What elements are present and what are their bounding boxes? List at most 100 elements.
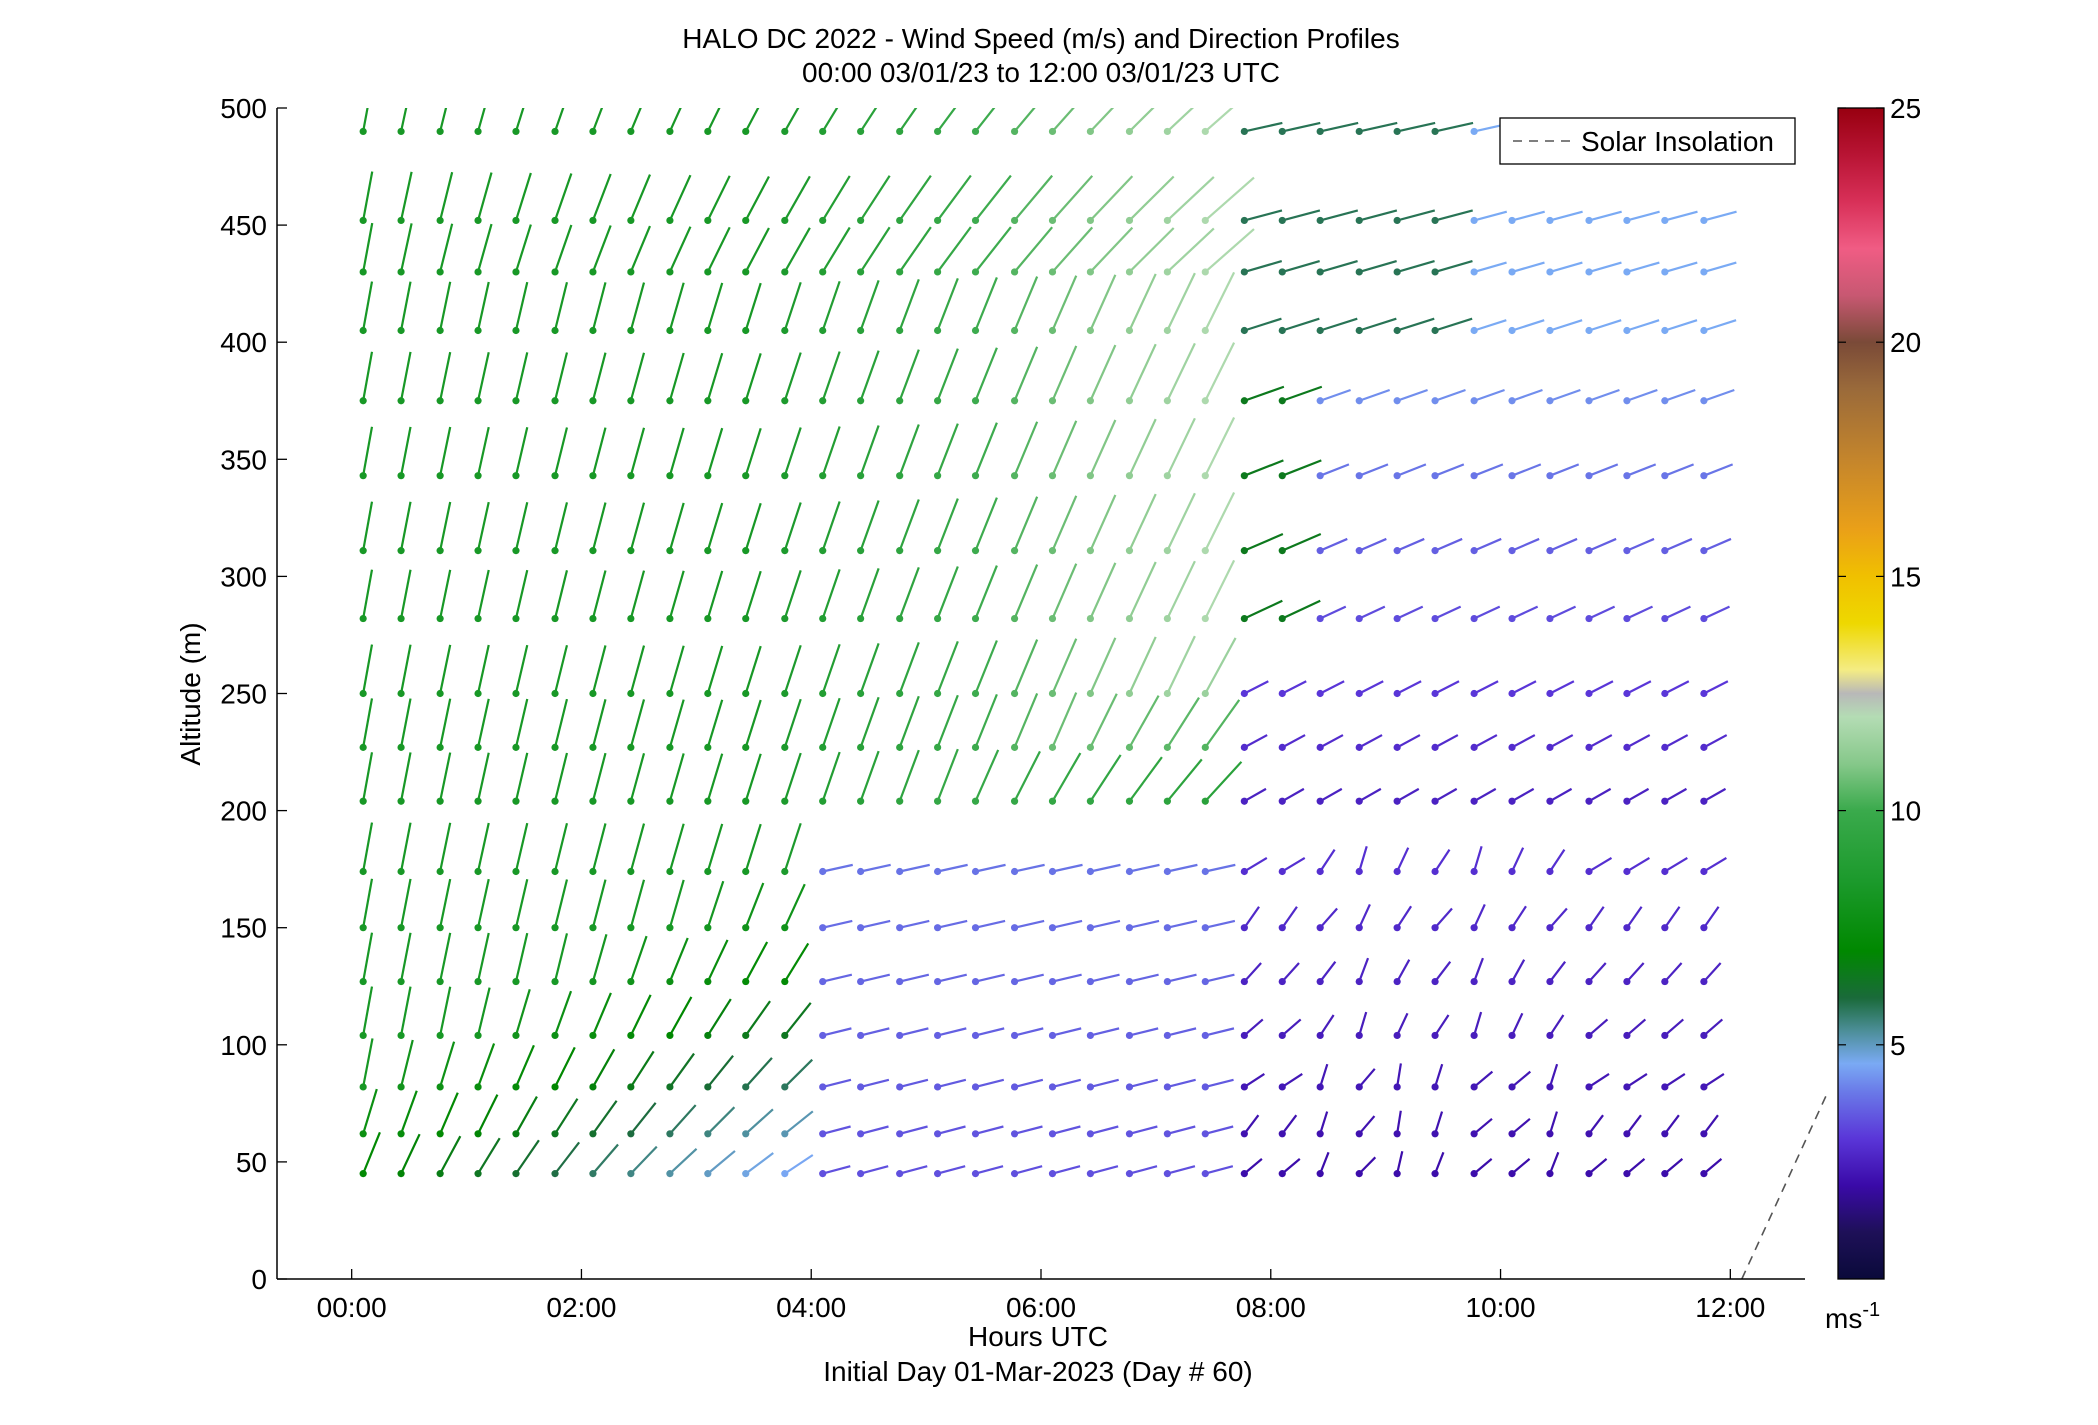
wind-vector-origin-640	[1431, 127, 1439, 136]
wind-vector-132	[1281, 1018, 1302, 1037]
wind-vector-348	[1281, 680, 1307, 695]
wind-vector-origin-119	[781, 1031, 789, 1040]
wind-vector-origin-495	[1393, 397, 1401, 405]
wind-vector-149	[553, 933, 569, 982]
wind-vector-469	[399, 351, 412, 401]
wind-vector-origin-440	[666, 472, 674, 480]
wind-vector-origin-284	[1585, 797, 1593, 805]
wind-vector-200	[1129, 919, 1160, 929]
wind-vector-454	[1204, 417, 1236, 477]
wind-vector-334	[744, 645, 762, 694]
wind-vector-280	[1434, 787, 1458, 803]
wind-vector-156	[822, 973, 853, 983]
wind-vector-origin-482	[896, 397, 904, 405]
wind-vector-origin-307	[1086, 743, 1095, 751]
wind-vector-404	[668, 502, 685, 551]
wind-vector-origin-542	[436, 268, 444, 276]
wind-vector-623	[783, 108, 800, 132]
wind-vector-origin-122	[896, 1031, 904, 1040]
wind-vector-51	[937, 1125, 966, 1135]
wind-vector-origin-518	[896, 326, 904, 335]
wind-vector-origin-585	[704, 216, 712, 225]
wind-vector-244	[1434, 848, 1451, 873]
wind-vector-origin-418	[1201, 547, 1209, 555]
wind-vector-333	[706, 645, 724, 694]
wind-vector-origin-292	[512, 743, 520, 751]
wind-vector-origin-225	[704, 867, 712, 876]
wind-vector-origin-228	[819, 867, 827, 876]
wind-vector-279	[1396, 787, 1420, 803]
wind-vector-519	[936, 277, 959, 331]
wind-vector-origin-416	[1125, 547, 1134, 555]
wind-vector-389	[1473, 605, 1501, 620]
wind-vector-origin-407	[781, 547, 789, 555]
legend-label-solar-insolation: Solar Insolation	[1581, 126, 1774, 157]
wind-vector-546	[591, 225, 612, 273]
wind-vector-271	[1089, 754, 1122, 802]
wind-vector-origin-210	[1508, 924, 1516, 932]
wind-vector-origin-510	[589, 326, 597, 335]
wind-vector-origin-545	[551, 268, 559, 276]
wind-vector-16	[975, 1165, 1004, 1175]
wind-vector-origin-446	[896, 472, 904, 480]
wind-vector-178	[1664, 962, 1683, 983]
wind-vector-origin-65	[1470, 1130, 1478, 1138]
wind-vector-origin-277	[1316, 797, 1324, 805]
wind-vector-origin-457	[1316, 472, 1324, 480]
wind-vector-origin-25	[1316, 1170, 1324, 1178]
wind-vector-295	[629, 699, 646, 748]
wind-vector-88	[975, 1078, 1005, 1089]
wind-vector-224	[668, 823, 685, 872]
wind-vector-origin-625	[857, 127, 865, 136]
wind-vector-81	[706, 1055, 734, 1088]
wind-vector-origin-471	[474, 397, 482, 405]
wind-vector-origin-468	[359, 397, 367, 405]
wind-vector-origin-264	[819, 797, 827, 805]
wind-vector-639	[1396, 121, 1436, 133]
wind-vector-575	[1703, 261, 1737, 273]
wind-vector-origin-12	[819, 1170, 827, 1178]
wind-vector-origin-268	[971, 797, 980, 805]
wind-vector-origin-31	[1546, 1170, 1554, 1178]
chart-title: HALO DC 2022 - Wind Speed (m/s) and Dire…	[682, 23, 1399, 54]
wind-vector-origin-142	[1661, 1031, 1669, 1040]
wind-vector-origin-357	[1623, 689, 1631, 698]
wind-vector-175	[1549, 961, 1567, 983]
wind-vector-408	[821, 501, 841, 551]
wind-vector-14	[899, 1165, 928, 1175]
wind-vector-121	[860, 1027, 890, 1037]
wind-vector-619	[629, 108, 642, 132]
wind-vector-6	[592, 1143, 619, 1175]
wind-vector-410	[898, 499, 920, 552]
wind-vector-origin-148	[512, 977, 520, 986]
wind-vector-150	[591, 934, 608, 982]
wind-vector-origin-619	[627, 127, 635, 136]
wind-vector-origin-5	[551, 1170, 559, 1178]
wind-vector-438	[591, 427, 607, 476]
wind-vector-264	[821, 751, 841, 802]
wind-vector-origin-0	[359, 1170, 367, 1178]
wind-vector-472	[514, 352, 529, 402]
wind-vector-origin-226	[742, 867, 750, 876]
wind-vector-origin-173	[1470, 977, 1478, 986]
wind-vector-origin-331	[627, 689, 635, 698]
wind-vector-origin-621	[704, 127, 712, 136]
wind-vector-50	[899, 1125, 928, 1135]
wind-vector-242	[1358, 846, 1368, 872]
wind-vector-29	[1473, 1158, 1493, 1175]
wind-vector-234	[1052, 863, 1083, 873]
wind-vector-origin-223	[627, 867, 635, 876]
wind-vector-109	[399, 986, 412, 1036]
wind-vector-40	[515, 1096, 538, 1135]
wind-vector-origin-246	[1508, 867, 1516, 876]
wind-vector-origin-163	[1086, 977, 1095, 986]
wind-vector-origin-372	[819, 614, 827, 623]
wind-vector-124	[975, 1027, 1005, 1037]
wind-vector-origin-454	[1201, 472, 1209, 480]
wind-vector-208	[1434, 907, 1453, 929]
wind-vector-origin-286	[1661, 797, 1669, 805]
wind-vector-origin-472	[512, 397, 520, 405]
wind-vector-549	[706, 226, 731, 273]
wind-vector-57	[1167, 1125, 1196, 1135]
wind-vector-origin-465	[1623, 472, 1631, 480]
